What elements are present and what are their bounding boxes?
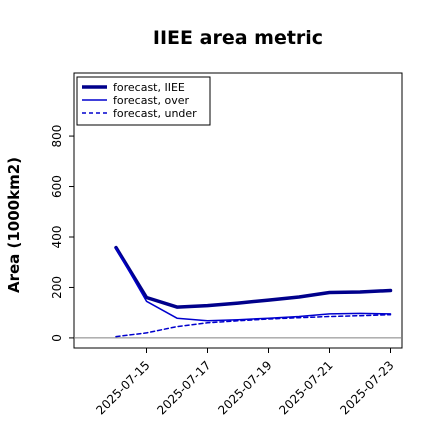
y-axis-label: Area (1000km2) bbox=[5, 157, 23, 293]
chart-title: IIEE area metric bbox=[153, 27, 323, 49]
legend-entry: forecast, under bbox=[113, 107, 197, 120]
series-line-1 bbox=[114, 245, 393, 309]
legend-entry: forecast, over bbox=[113, 94, 189, 107]
x-tick-label: 2025-07-23 bbox=[337, 358, 396, 417]
plot-frame bbox=[73, 72, 403, 349]
y-tick-label: 400 bbox=[50, 226, 64, 249]
x-tick-label: 2025-07-15 bbox=[93, 358, 152, 417]
y-tick-label: 200 bbox=[50, 276, 64, 299]
y-tick-label: 600 bbox=[50, 175, 64, 198]
legend-entry: forecast, IIEE bbox=[113, 81, 185, 94]
legend-box bbox=[76, 76, 211, 126]
x-tick-label: 2025-07-19 bbox=[215, 358, 274, 417]
x-tick-label: 2025-07-17 bbox=[154, 358, 213, 417]
series-line-2 bbox=[115, 247, 392, 322]
series-line-3 bbox=[115, 313, 392, 338]
x-tick-label: 2025-07-21 bbox=[276, 358, 335, 417]
y-tick-label: 0 bbox=[50, 334, 64, 342]
y-tick-label: 800 bbox=[50, 125, 64, 148]
